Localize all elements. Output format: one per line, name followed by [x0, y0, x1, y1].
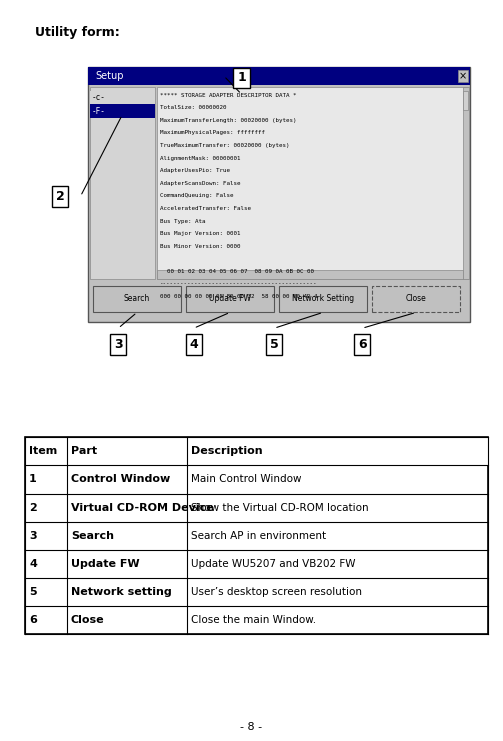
Text: 00 01 02 03 04 05 06 07  08 09 0A 0B 0C 00: 00 01 02 03 04 05 06 07 08 09 0A 0B 0C 0…: [160, 269, 314, 274]
Text: Item: Item: [29, 446, 57, 456]
Text: 6: 6: [358, 338, 367, 351]
Text: - 8 -: - 8 -: [240, 722, 263, 732]
Text: Utility form:: Utility form:: [35, 26, 120, 39]
Text: Virtual CD-ROM Device: Virtual CD-ROM Device: [71, 502, 214, 513]
Text: Network Setting: Network Setting: [292, 294, 354, 304]
Text: ***** STORAGE ADAPTER DESCRIPTOR DATA *: ***** STORAGE ADAPTER DESCRIPTOR DATA *: [160, 93, 296, 98]
Text: 000 00 00 00 00 05 80 00 32  58 00 00 00 4D 4: 000 00 00 00 00 05 80 00 32 58 00 00 00 …: [160, 294, 317, 299]
Text: Search: Search: [71, 531, 114, 541]
Text: AlignmentMask: 00000001: AlignmentMask: 00000001: [160, 156, 240, 161]
Text: Update WU5207 and VB202 FW: Update WU5207 and VB202 FW: [191, 559, 356, 569]
Text: 5: 5: [270, 338, 279, 351]
FancyBboxPatch shape: [88, 67, 470, 85]
Text: Control Window: Control Window: [71, 474, 170, 485]
Text: Main Control Window: Main Control Window: [191, 474, 302, 485]
Text: User’s desktop screen resolution: User’s desktop screen resolution: [191, 587, 362, 597]
FancyBboxPatch shape: [93, 285, 181, 313]
Text: AdapterScansDown: False: AdapterScansDown: False: [160, 181, 240, 186]
Text: Bus Minor Version: 0000: Bus Minor Version: 0000: [160, 244, 240, 249]
Text: 2: 2: [56, 190, 65, 203]
FancyBboxPatch shape: [90, 87, 155, 279]
Text: Close: Close: [406, 294, 427, 304]
Text: ×: ×: [459, 71, 467, 81]
Text: 1: 1: [237, 71, 246, 84]
Text: TrueMaximumTransfer: 00020000 (bytes): TrueMaximumTransfer: 00020000 (bytes): [160, 143, 289, 148]
Text: Close: Close: [71, 615, 105, 625]
Text: 5: 5: [29, 587, 37, 597]
FancyBboxPatch shape: [463, 91, 468, 110]
Text: ---------------------------------------------: ----------------------------------------…: [160, 282, 317, 287]
FancyBboxPatch shape: [88, 67, 470, 322]
FancyBboxPatch shape: [157, 87, 469, 279]
Text: -F-: -F-: [92, 107, 106, 116]
FancyBboxPatch shape: [157, 270, 463, 279]
FancyBboxPatch shape: [90, 91, 155, 104]
FancyBboxPatch shape: [186, 285, 274, 313]
Text: AcceleratedTransfer: False: AcceleratedTransfer: False: [160, 206, 251, 211]
Text: CommandQueuing: False: CommandQueuing: False: [160, 193, 233, 199]
Text: Bus Major Version: 0001: Bus Major Version: 0001: [160, 231, 240, 236]
FancyBboxPatch shape: [25, 437, 488, 465]
Text: 2: 2: [29, 502, 37, 513]
Text: 4: 4: [29, 559, 37, 569]
FancyBboxPatch shape: [463, 87, 469, 279]
Text: MaximumPhysicalPages: ffffffff: MaximumPhysicalPages: ffffffff: [160, 130, 265, 136]
Text: 3: 3: [114, 338, 123, 351]
FancyBboxPatch shape: [90, 104, 155, 118]
Text: 6: 6: [29, 615, 37, 625]
Text: 4: 4: [189, 338, 198, 351]
Text: Network setting: Network setting: [71, 587, 172, 597]
Text: Close the main Window.: Close the main Window.: [191, 615, 316, 625]
FancyBboxPatch shape: [279, 285, 367, 313]
FancyBboxPatch shape: [25, 437, 488, 634]
Text: Description: Description: [191, 446, 263, 456]
Text: 3: 3: [29, 531, 37, 541]
Text: 1: 1: [29, 474, 37, 485]
FancyBboxPatch shape: [372, 285, 460, 313]
Text: Show the Virtual CD-ROM location: Show the Virtual CD-ROM location: [191, 502, 369, 513]
Text: Search: Search: [124, 294, 150, 304]
Text: -c-: -c-: [92, 93, 106, 102]
Text: Update FW: Update FW: [71, 559, 139, 569]
Text: Update FW: Update FW: [209, 294, 251, 304]
Text: AdapterUsesPio: True: AdapterUsesPio: True: [160, 168, 230, 173]
Text: Search AP in environment: Search AP in environment: [191, 531, 326, 541]
Text: MaximumTransferLength: 00020000 (bytes): MaximumTransferLength: 00020000 (bytes): [160, 118, 296, 123]
Text: TotalSize: 00000020: TotalSize: 00000020: [160, 105, 226, 110]
Text: Bus Type: Ata: Bus Type: Ata: [160, 219, 205, 224]
Text: Setup: Setup: [96, 71, 124, 81]
Text: Part: Part: [71, 446, 97, 456]
